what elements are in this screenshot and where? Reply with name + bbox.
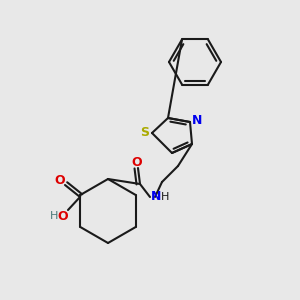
Text: O: O <box>58 209 68 223</box>
Text: H: H <box>161 192 169 202</box>
Text: N: N <box>151 190 161 203</box>
Text: O: O <box>132 157 142 169</box>
Text: O: O <box>55 175 65 188</box>
Text: S: S <box>140 127 149 140</box>
Text: H: H <box>50 211 58 221</box>
Text: N: N <box>192 115 202 128</box>
